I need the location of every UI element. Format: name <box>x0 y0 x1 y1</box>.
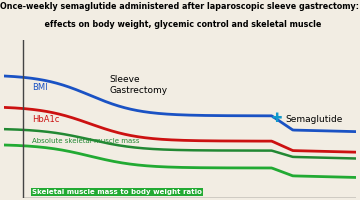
Text: HbA1c: HbA1c <box>32 114 59 123</box>
Text: BMI: BMI <box>32 83 48 92</box>
Text: Sleeve
Gastrectomy: Sleeve Gastrectomy <box>109 75 167 95</box>
Text: ✚: ✚ <box>272 112 282 126</box>
Text: Skeletal muscle mass to body weight ratio: Skeletal muscle mass to body weight rati… <box>32 189 202 195</box>
Text: Semaglutide: Semaglutide <box>286 114 343 123</box>
Text: Absolute skeletal muscle mass: Absolute skeletal muscle mass <box>32 138 139 144</box>
Text: effects on body weight, glycemic control and skeletal muscle: effects on body weight, glycemic control… <box>39 20 321 29</box>
Text: Once-weekly semaglutide administered after laparoscopic sleeve gastrectomy:: Once-weekly semaglutide administered aft… <box>0 2 360 11</box>
